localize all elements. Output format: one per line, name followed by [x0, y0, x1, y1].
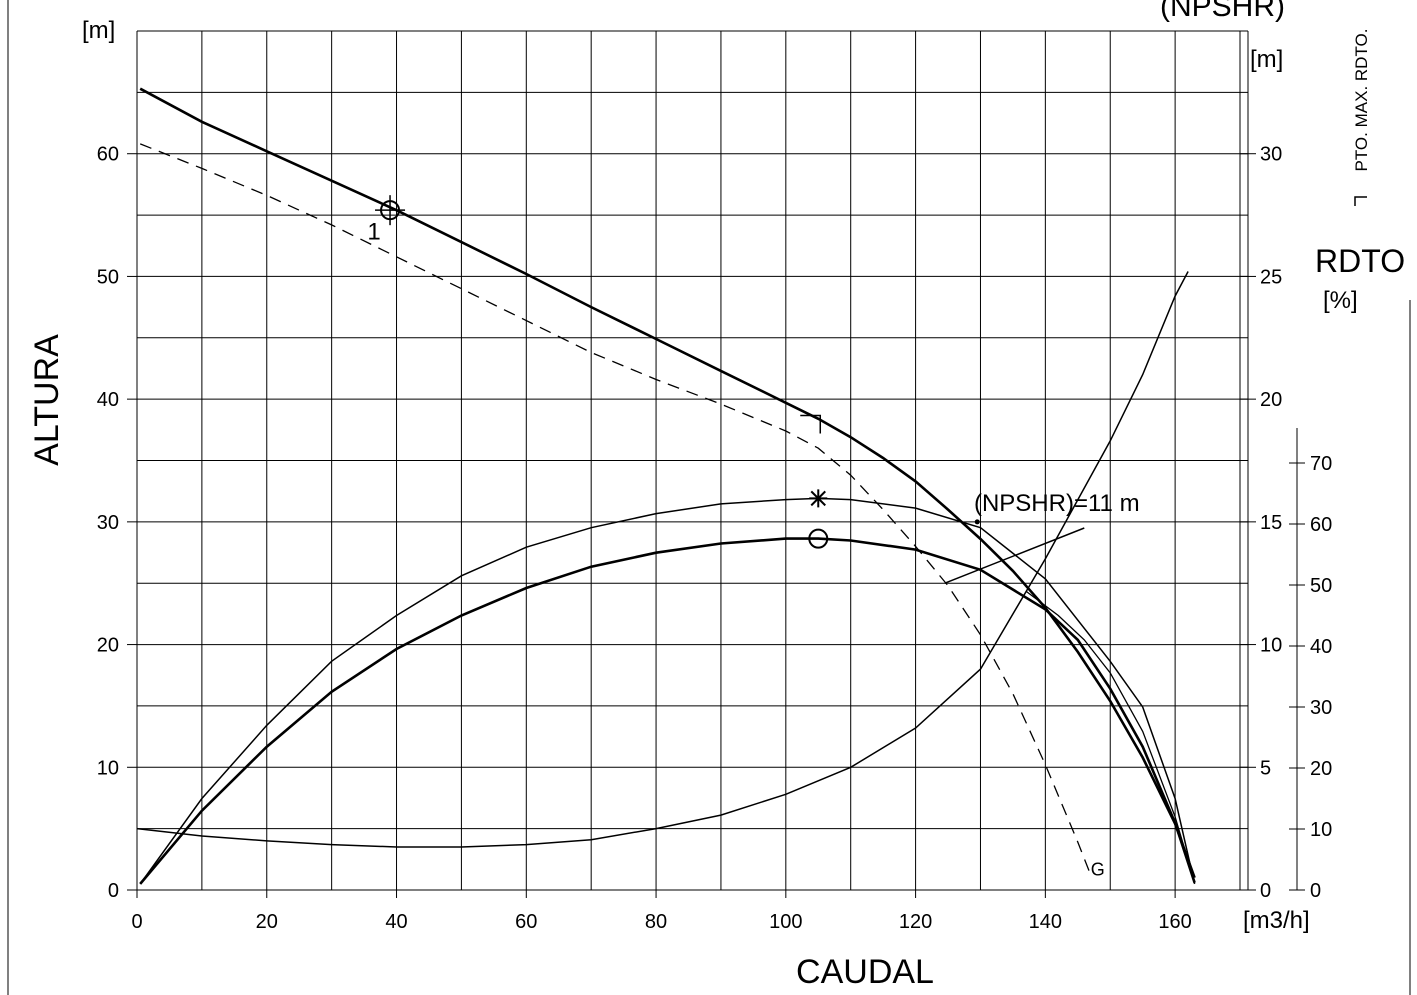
x-tick-label: 20: [256, 911, 278, 933]
npshr-tick-label: 0: [1260, 880, 1271, 902]
npshr-tick-label: 25: [1260, 266, 1282, 288]
annotation-label_g: G: [1091, 859, 1105, 879]
grid: [136, 30, 1248, 891]
tick-marks: [127, 31, 1305, 898]
rdto-tick-label: 70: [1310, 453, 1332, 475]
segment-npshr_line: [944, 527, 1085, 584]
rdto-tick-label: 10: [1310, 819, 1332, 841]
marker-npshr_point: [974, 519, 980, 525]
marker-operating_point: [375, 195, 406, 226]
x-unit-label: [m3/h]: [1243, 907, 1310, 934]
npshr-tick-label: 15: [1260, 512, 1282, 534]
x-tick-label: 60: [515, 911, 537, 933]
curve-efficiency_thin: [139, 497, 1196, 885]
rdto-tick-label: 30: [1310, 697, 1332, 719]
y-unit-label: [m]: [82, 17, 115, 44]
rdto-tick-label: 20: [1310, 758, 1332, 780]
npshr-tick-label: 5: [1260, 757, 1271, 779]
npshr-tick-label: 30: [1260, 144, 1282, 166]
y-axis-title: ALTURA: [28, 334, 66, 466]
curve-rdto_curve2: [1025, 590, 1196, 883]
x-tick-label: 140: [1029, 911, 1062, 933]
x-tick-label: 160: [1158, 911, 1191, 933]
labels: 0 20 40 60 80 100 120 140 1600102030405060051015…: [97, 144, 1333, 933]
legend-corner-icon: [1354, 196, 1367, 206]
npshr-axis-label: (NPSHR): [1160, 0, 1285, 23]
rdto-tick-label: 40: [1310, 636, 1332, 658]
rdto-unit-label: [%]: [1323, 287, 1358, 314]
curve-npshr: [136, 271, 1189, 848]
marker-corner: [800, 414, 822, 434]
annotation-label_1: 1: [367, 219, 380, 246]
y-tick-label: 10: [97, 757, 119, 779]
y-tick-label: 40: [97, 389, 119, 411]
rdto-tick-label: 50: [1310, 575, 1332, 597]
x-tick-label: 80: [645, 911, 667, 933]
marker-star-ray: [810, 490, 826, 507]
rdto-axis-label: RDTO: [1315, 243, 1405, 279]
x-tick-label: 40: [385, 911, 407, 933]
y-tick-label: 20: [97, 635, 119, 657]
marker-bep_efficiency_thin: [809, 489, 828, 508]
y-tick-label: 30: [97, 512, 119, 534]
marker-bep_head: [800, 414, 822, 434]
curve-head_dashed: [139, 143, 1092, 876]
legend-note: PTO. MAX. RDTO.: [1352, 29, 1371, 172]
marker-bep_efficiency_thick: [808, 528, 829, 549]
npshr-unit-label: [m]: [1250, 46, 1283, 73]
marker-circle: [808, 528, 829, 549]
y-tick-label: 50: [97, 266, 119, 288]
annotation-label_npshr: (NPSHR)=11 m: [974, 490, 1140, 517]
markers: [375, 195, 980, 549]
marker-dot: [974, 519, 980, 525]
curves: [136, 87, 1196, 885]
npshr-tick-label: 20: [1260, 389, 1282, 411]
y-tick-label: 0: [108, 880, 119, 902]
rdto-tick-label: 60: [1310, 514, 1332, 536]
y-tick-label: 60: [97, 144, 119, 166]
npshr-tick-label: 10: [1260, 635, 1282, 657]
x-tick-label: 120: [899, 911, 932, 933]
x-axis-title: CAUDAL: [796, 953, 934, 991]
x-tick-label: 100: [769, 911, 802, 933]
rdto-tick-label: 0: [1310, 880, 1321, 902]
curve-efficiency_thick: [139, 537, 1196, 885]
x-tick-label: 0: [131, 911, 142, 933]
curve-head_main: [139, 87, 1196, 879]
